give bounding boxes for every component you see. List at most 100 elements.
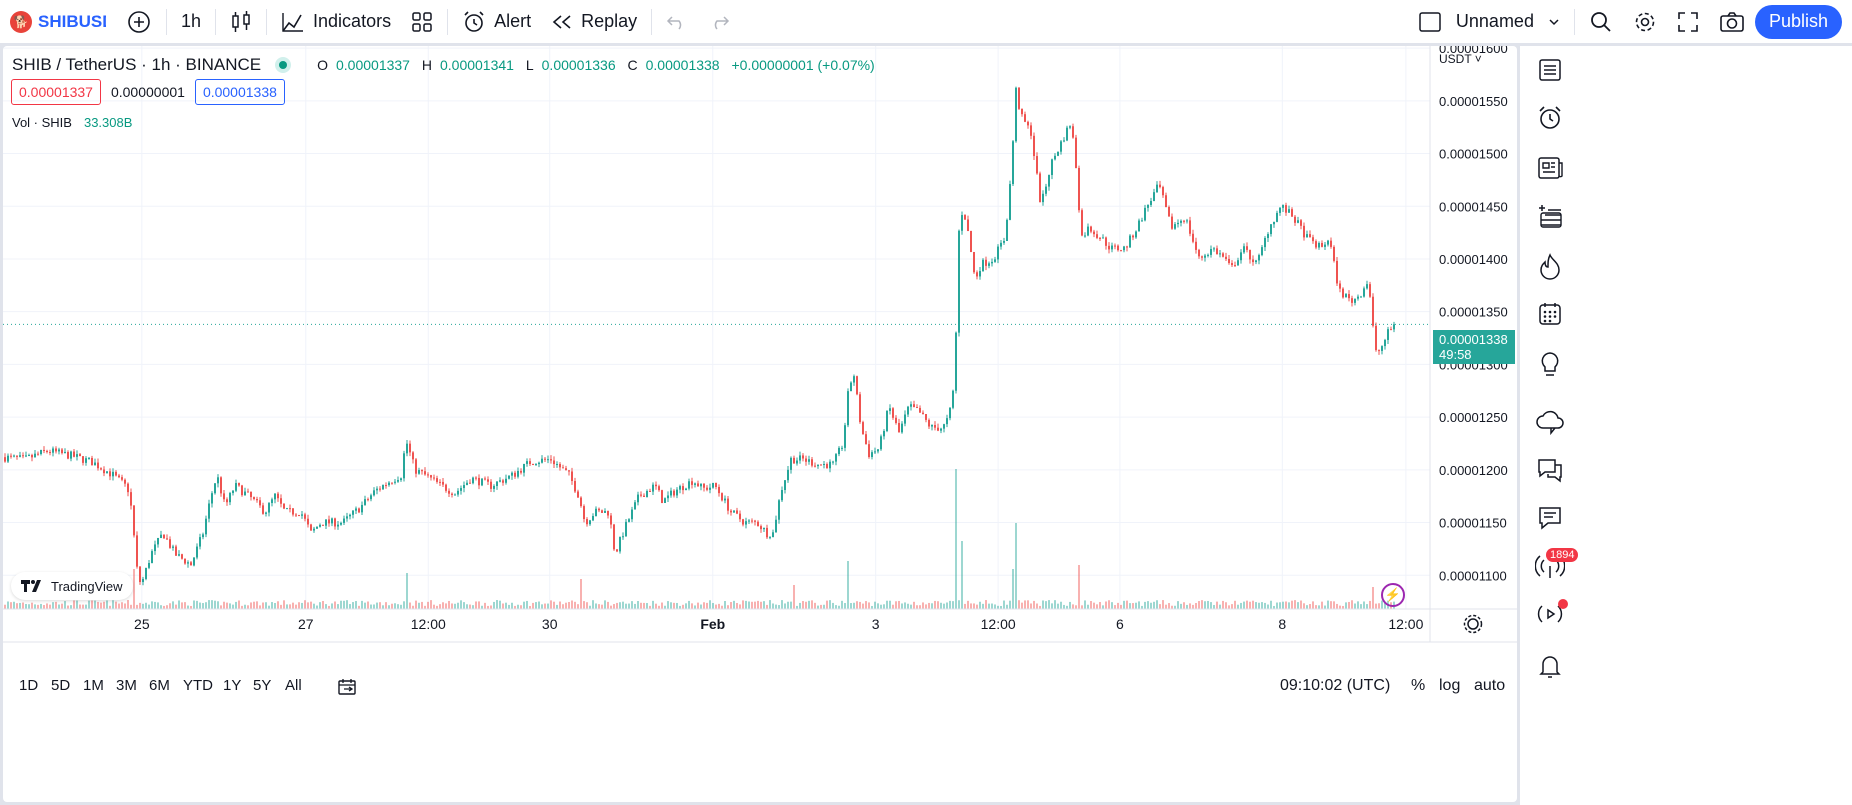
volume-bar	[1027, 600, 1029, 609]
tradingview-logo[interactable]: TradingView	[11, 572, 133, 600]
candle-body	[937, 427, 939, 431]
alert-button[interactable]: Alert	[452, 4, 541, 40]
range-1y[interactable]: 1Y	[223, 677, 242, 694]
chart-type-button[interactable]	[220, 4, 262, 40]
candle-body	[961, 215, 963, 231]
symbol-title[interactable]: SHIB / TetherUS · 1h · BINANCE	[12, 55, 262, 74]
layout-menu-button[interactable]: Unnamed	[1408, 4, 1570, 40]
volume-bar	[916, 605, 918, 609]
auto-toggle[interactable]: auto	[1474, 677, 1506, 694]
candle-body	[697, 483, 699, 487]
volume-bar	[1204, 601, 1206, 609]
candle-body	[844, 425, 846, 448]
calendar-button[interactable]	[1528, 292, 1572, 336]
candle-body	[118, 475, 120, 478]
volume-bar	[781, 600, 783, 609]
volume-bar	[1012, 569, 1014, 609]
volume-bar	[319, 602, 321, 609]
notifications-broadcast-button[interactable]: 1894	[1528, 544, 1579, 588]
range-5d[interactable]: 5D	[51, 677, 71, 694]
publish-button[interactable]: Publish	[1754, 4, 1842, 39]
candle-body	[631, 509, 633, 520]
log-toggle[interactable]: log	[1439, 677, 1461, 694]
volume-bar	[16, 603, 18, 609]
chats-button[interactable]	[1528, 448, 1572, 492]
volume-bar	[148, 604, 150, 609]
candle-body	[1315, 241, 1317, 248]
candle-body	[958, 230, 960, 333]
percent-toggle[interactable]: %	[1411, 677, 1426, 694]
undo-button[interactable]	[656, 4, 698, 40]
buy-price-button[interactable]: 0.00001338	[194, 79, 285, 105]
snapshot-button[interactable]	[1709, 4, 1755, 40]
watchlist-button[interactable]	[1528, 48, 1572, 92]
volume-bar	[970, 603, 972, 609]
candle-body	[421, 470, 423, 472]
currency-selector[interactable]: USDT ˅	[1439, 52, 1482, 66]
lightning-icon[interactable]: ⚡	[1381, 583, 1405, 607]
candle-body	[238, 483, 240, 486]
replay-button[interactable]: Replay	[541, 4, 647, 40]
candle-body	[391, 482, 393, 484]
indicators-button[interactable]: Indicators	[271, 4, 401, 40]
candle-body	[1129, 235, 1131, 248]
replay-trading-button[interactable]	[1528, 592, 1572, 636]
candle-body	[121, 477, 123, 480]
candle-body	[1210, 249, 1212, 255]
symbol-search[interactable]: 🐕 SHIBUSDT	[0, 4, 116, 40]
sell-price-button[interactable]: 0.00001337	[11, 79, 101, 105]
range-6m[interactable]: 6M	[149, 677, 170, 694]
volume-bar	[1015, 523, 1017, 609]
candle-body	[619, 537, 621, 552]
volume-bar	[610, 605, 612, 609]
axis-settings-gear-icon[interactable]	[1463, 614, 1483, 634]
candle-body	[1324, 244, 1326, 247]
range-3m[interactable]: 3M	[116, 677, 137, 694]
right-sidebar: 1894	[1520, 46, 1852, 805]
candle-body	[1144, 207, 1146, 221]
compare-add-button[interactable]	[116, 4, 162, 40]
add-list-button[interactable]	[1528, 194, 1572, 238]
candle-body	[1237, 260, 1239, 266]
range-all[interactable]: All	[285, 677, 302, 694]
range-1m[interactable]: 1M	[83, 677, 104, 694]
clock-time[interactable]: 09:10:02 (UTC)	[1280, 677, 1391, 694]
date-range-icon[interactable]	[337, 678, 357, 696]
interval-button[interactable]: 1h	[181, 11, 202, 31]
ideas-button[interactable]	[1528, 342, 1572, 386]
volume-bar	[163, 605, 165, 609]
candle-body	[304, 514, 306, 519]
hotlists-button[interactable]	[1528, 244, 1572, 288]
streams-button[interactable]	[1528, 400, 1572, 444]
volume-bar	[793, 585, 795, 609]
templates-button[interactable]	[401, 4, 443, 40]
volume-legend[interactable]: Vol · SHIB 33.308B	[12, 115, 132, 130]
chart-canvas[interactable]: 0.00001600 0.00001550 0.00001500 0.00001450…	[3, 46, 1517, 802]
redo-button[interactable]	[698, 4, 740, 40]
candle-body	[382, 485, 384, 490]
candle-body	[427, 474, 429, 476]
candle-body	[994, 259, 996, 262]
chart-panel[interactable]: 0.00001600 0.00001550 0.00001500 0.00001450…	[3, 46, 1517, 802]
settings-button[interactable]	[1623, 4, 1667, 40]
candle-body	[148, 563, 150, 568]
volume-bar	[22, 602, 24, 609]
candle-body	[949, 407, 951, 419]
candle-body	[904, 414, 906, 424]
range-ytd[interactable]: YTD	[183, 677, 213, 694]
volume-bar	[883, 604, 885, 609]
notifications-button[interactable]	[1528, 644, 1572, 688]
comments-button[interactable]	[1528, 496, 1572, 540]
alerts-button[interactable]	[1528, 96, 1572, 140]
volume-bar	[790, 601, 792, 609]
candle-body	[928, 419, 930, 427]
candle-body	[1183, 220, 1185, 222]
fullscreen-button[interactable]	[1667, 4, 1709, 40]
candle-body	[34, 453, 36, 458]
range-5y[interactable]: 5Y	[253, 677, 272, 694]
news-button[interactable]	[1528, 146, 1572, 190]
volume-bar	[49, 604, 51, 609]
search-button[interactable]	[1579, 4, 1623, 40]
volume-bar	[316, 605, 318, 609]
range-1d[interactable]: 1D	[19, 677, 39, 694]
